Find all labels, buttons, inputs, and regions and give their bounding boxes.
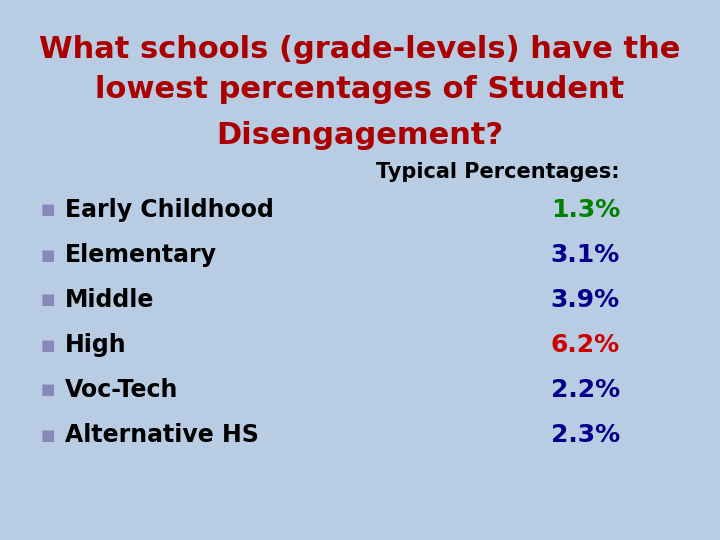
Text: 3.9%: 3.9% <box>551 288 620 312</box>
Text: Typical Percentages:: Typical Percentages: <box>377 162 620 182</box>
Text: Early Childhood: Early Childhood <box>65 198 274 222</box>
Text: Middle: Middle <box>65 288 154 312</box>
Text: Voc-Tech: Voc-Tech <box>65 378 179 402</box>
Text: Disengagement?: Disengagement? <box>217 120 503 150</box>
Text: ■: ■ <box>41 247 55 262</box>
Text: Alternative HS: Alternative HS <box>65 423 259 447</box>
Text: ■: ■ <box>41 338 55 353</box>
Text: lowest percentages of Student: lowest percentages of Student <box>95 76 625 105</box>
Text: ■: ■ <box>41 202 55 218</box>
Text: 3.1%: 3.1% <box>551 243 620 267</box>
Text: Elementary: Elementary <box>65 243 217 267</box>
Text: What schools (grade-levels) have the: What schools (grade-levels) have the <box>40 36 680 64</box>
Text: High: High <box>65 333 127 357</box>
Text: 2.2%: 2.2% <box>551 378 620 402</box>
Text: 2.3%: 2.3% <box>551 423 620 447</box>
Text: ■: ■ <box>41 382 55 397</box>
Text: ■: ■ <box>41 293 55 307</box>
Text: 6.2%: 6.2% <box>551 333 620 357</box>
Text: ■: ■ <box>41 428 55 442</box>
Text: 1.3%: 1.3% <box>551 198 620 222</box>
